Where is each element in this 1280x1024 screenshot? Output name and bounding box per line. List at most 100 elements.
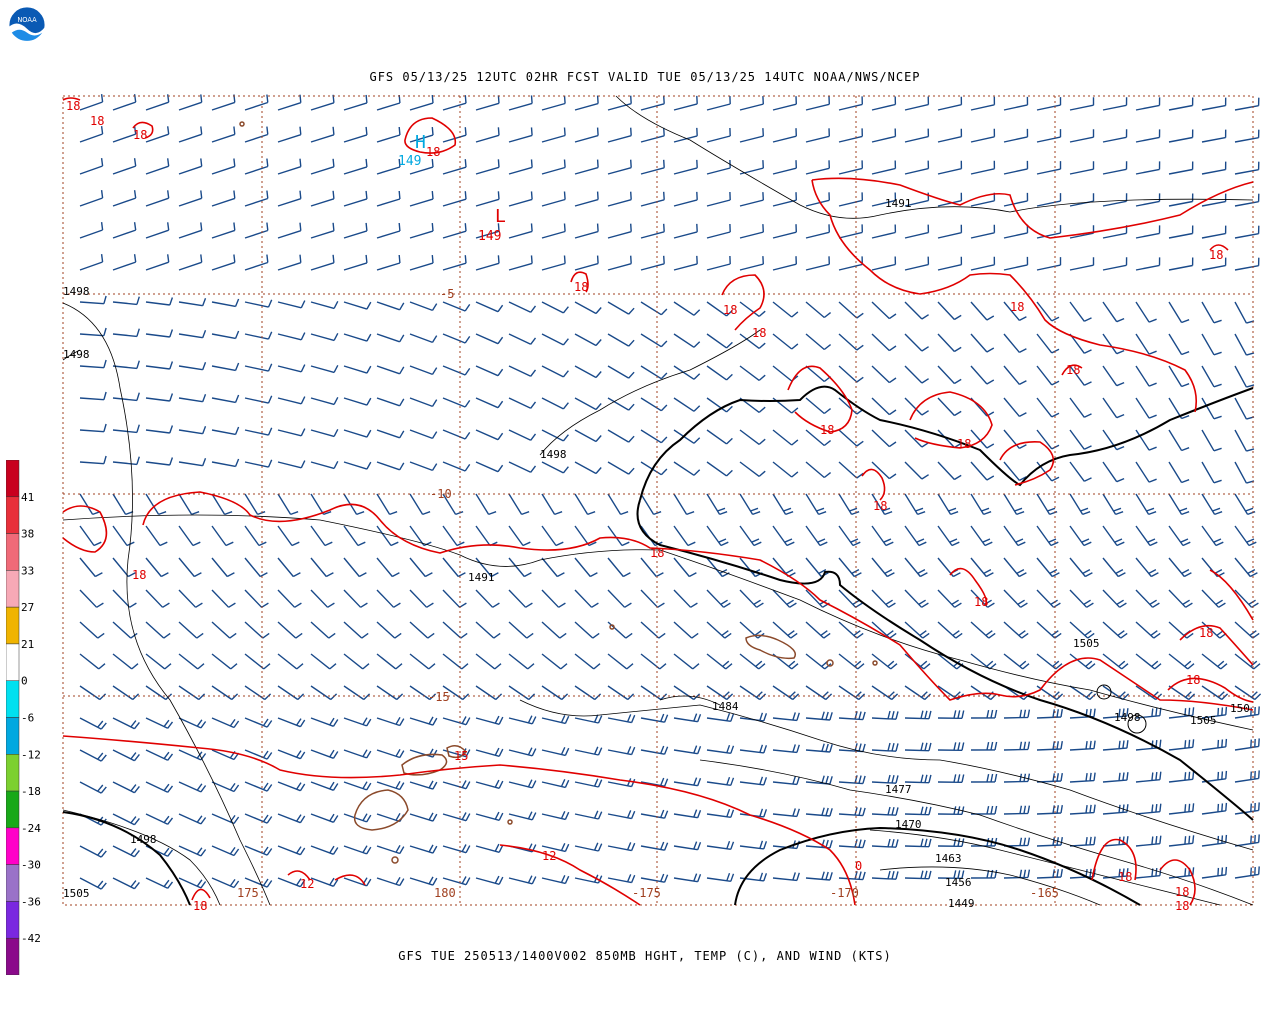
wind-barb bbox=[871, 838, 899, 848]
height-label: 1505 bbox=[1073, 637, 1100, 650]
wind-barb bbox=[244, 717, 273, 728]
wind-barb bbox=[1201, 301, 1222, 324]
wind-barb bbox=[706, 808, 735, 818]
wind-barb bbox=[574, 589, 599, 608]
wind-barb bbox=[409, 716, 438, 726]
wind-barb bbox=[508, 333, 537, 345]
wind-barb bbox=[772, 192, 797, 207]
wind-barb bbox=[1168, 301, 1190, 324]
wind-barb bbox=[178, 493, 200, 516]
wind-barb bbox=[112, 781, 140, 794]
wind-barb bbox=[1102, 333, 1125, 355]
wind-barb bbox=[1003, 557, 1027, 578]
island-samoa bbox=[745, 634, 796, 660]
wind-barb bbox=[508, 95, 533, 111]
temp-label: 18 bbox=[650, 546, 664, 560]
wind-barb bbox=[409, 301, 438, 312]
wind-barb bbox=[937, 557, 961, 578]
height-contour-small bbox=[659, 695, 721, 706]
wind-barb bbox=[1168, 365, 1190, 388]
wind-barb bbox=[178, 126, 203, 143]
wind-barb bbox=[904, 557, 928, 578]
wind-barb bbox=[607, 223, 632, 239]
wind-barb bbox=[805, 525, 828, 547]
wind-barb bbox=[937, 621, 963, 639]
wind-barb bbox=[178, 425, 207, 435]
wind-barb bbox=[1102, 621, 1128, 639]
wind-barb bbox=[310, 126, 335, 143]
wind-barb bbox=[541, 779, 570, 789]
wind-barb bbox=[79, 359, 107, 369]
wind-barb bbox=[244, 557, 268, 578]
wind-barb bbox=[211, 781, 240, 793]
wind-barb bbox=[805, 461, 832, 479]
wind-barb bbox=[772, 224, 797, 239]
colorbar-swatch bbox=[6, 901, 20, 939]
wind-barb bbox=[607, 255, 632, 271]
colorbar-swatch bbox=[6, 937, 20, 975]
wind-barb bbox=[310, 525, 333, 547]
wind-barb bbox=[1201, 257, 1227, 271]
colorbar-label: -24 bbox=[21, 822, 41, 835]
temp-contour-18-center bbox=[721, 274, 765, 331]
temp-contour-18-small3 bbox=[949, 567, 988, 606]
wind-barb bbox=[772, 525, 795, 547]
temp-label: 18 bbox=[1175, 899, 1189, 913]
wind-barb bbox=[211, 190, 236, 207]
wind-barb bbox=[706, 621, 732, 639]
wind-barb bbox=[904, 192, 930, 207]
height-label: 1498 bbox=[63, 348, 90, 361]
wind-barb bbox=[112, 328, 140, 338]
wind-barb bbox=[970, 160, 996, 175]
wind-barb bbox=[904, 742, 932, 752]
wind-barb bbox=[838, 493, 860, 516]
temp-label: 18 bbox=[723, 303, 737, 317]
wind-barb bbox=[1201, 333, 1222, 356]
wind-barb bbox=[970, 365, 995, 385]
wind-barb bbox=[343, 813, 372, 823]
wind-barb bbox=[112, 456, 140, 466]
wind-barb bbox=[1168, 429, 1190, 452]
temp-label: 18 bbox=[1175, 885, 1189, 899]
wind-barb bbox=[178, 297, 207, 307]
wind-barb bbox=[508, 747, 537, 757]
height-contour-1477 bbox=[699, 759, 1254, 906]
temp-contour-12-small bbox=[287, 870, 311, 881]
wind-barb bbox=[112, 493, 134, 516]
wind-barb bbox=[1234, 461, 1255, 484]
wind-barb bbox=[211, 94, 236, 111]
colorbar-swatch bbox=[6, 496, 20, 534]
wind-barb bbox=[1003, 256, 1029, 271]
wind-barb bbox=[673, 777, 702, 787]
wind-barb bbox=[1234, 161, 1260, 175]
wind-barb bbox=[838, 96, 863, 111]
wind-barb bbox=[805, 333, 832, 351]
wind-barb bbox=[145, 393, 174, 402]
wind-barb bbox=[277, 493, 299, 516]
wind-barb bbox=[772, 621, 798, 639]
wind-barb bbox=[376, 254, 401, 271]
wind-barb bbox=[409, 461, 438, 472]
colorbar-swatch bbox=[6, 680, 20, 718]
wind-barb bbox=[574, 842, 603, 852]
wind-barb bbox=[673, 745, 702, 755]
height-label: 1505 bbox=[1190, 714, 1217, 727]
wind-barb bbox=[838, 192, 863, 207]
wind-barb bbox=[112, 94, 137, 111]
wind-barb bbox=[1168, 707, 1195, 719]
wind-barb bbox=[1102, 257, 1128, 271]
wind-barb bbox=[475, 653, 502, 670]
wind-barb bbox=[1168, 257, 1194, 271]
wind-barb bbox=[706, 493, 728, 516]
wind-barb bbox=[607, 191, 632, 207]
wind-barb bbox=[871, 192, 897, 207]
wind-barb bbox=[145, 749, 174, 761]
wind-barb bbox=[442, 191, 467, 207]
wind-barb bbox=[772, 872, 800, 882]
wind-barb bbox=[112, 190, 137, 207]
wind-barb bbox=[508, 811, 537, 821]
wind-barb bbox=[343, 589, 368, 608]
colorbar-label: -36 bbox=[21, 895, 41, 908]
wind-barb bbox=[1003, 301, 1027, 322]
temp-label: 18 bbox=[90, 114, 104, 128]
